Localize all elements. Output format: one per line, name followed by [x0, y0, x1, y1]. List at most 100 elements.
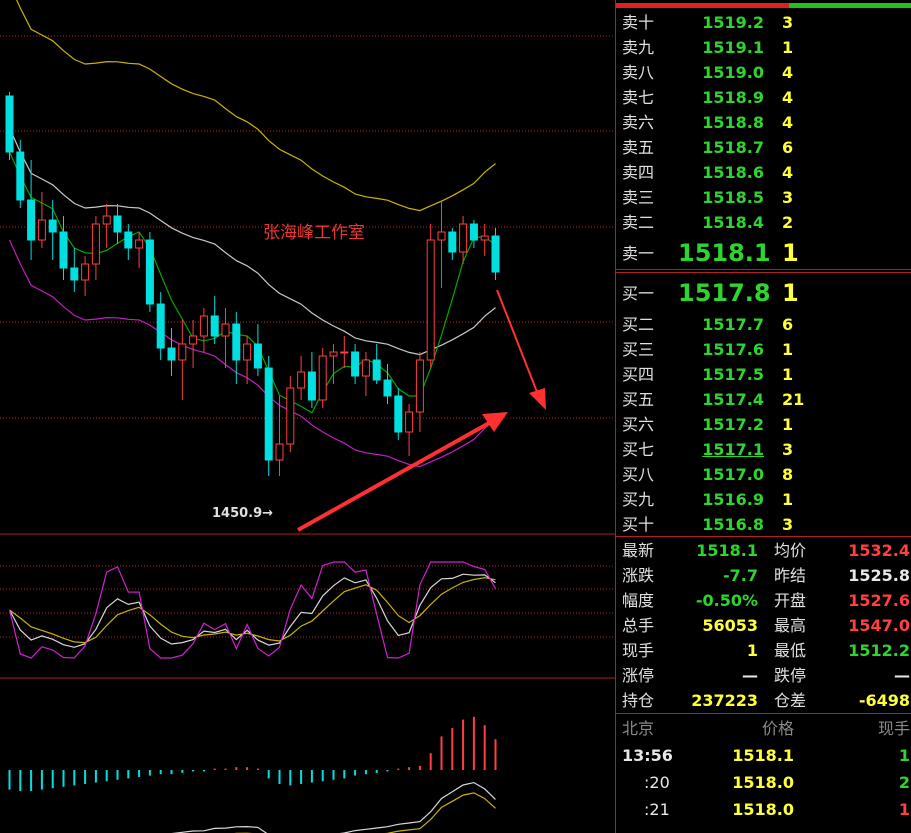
candle-body	[232, 323, 241, 361]
bid-price: 1517.1	[702, 440, 764, 459]
candle-body	[27, 199, 36, 241]
candle-body	[275, 443, 284, 461]
candle-body	[491, 235, 500, 273]
bid-level-row[interactable]: 买四 1517.5 1	[622, 362, 911, 387]
bid-level-row[interactable]: 买三 1517.6 1	[622, 337, 911, 362]
tick-price: 1518.1	[732, 746, 794, 765]
ask-level-row[interactable]: 卖二 1518.4 2	[622, 210, 911, 235]
bid-level-row[interactable]: 买二 1517.7 6	[622, 312, 911, 337]
bid-level-label: 买二	[622, 315, 655, 334]
tick-time: 13:56	[622, 746, 673, 765]
bid-level-row[interactable]: 买六 1517.2 1	[622, 412, 911, 437]
ask-volume: 3	[782, 13, 794, 32]
candle-body	[329, 351, 338, 357]
low-label: 最低	[774, 641, 807, 660]
ma-green-line	[8, 151, 496, 414]
bid-volume: 1	[782, 340, 794, 359]
buy-sell-ratio-bar-green	[789, 3, 911, 8]
candle-body	[70, 267, 79, 281]
ask-price: 1518.9	[702, 88, 764, 107]
bid-level-row[interactable]: 买一 1517.8 1	[622, 281, 911, 306]
kline-chart[interactable]	[0, 0, 615, 833]
ask-level-label: 卖七	[622, 88, 655, 107]
candle-body	[167, 347, 176, 361]
candle-body	[48, 219, 57, 233]
candle-body	[383, 379, 392, 397]
bid-volume: 3	[782, 515, 794, 534]
ask-volume: 3	[782, 188, 794, 207]
ask-price: 1519.2	[702, 13, 764, 32]
ask-level-row[interactable]: 卖八 1519.0 4	[622, 60, 911, 85]
candle-body	[124, 231, 133, 249]
candle-body	[135, 239, 144, 249]
bid-level-label: 买六	[622, 415, 655, 434]
tick-time: :20	[644, 773, 670, 792]
ask-level-row[interactable]: 卖五 1518.7 6	[622, 135, 911, 160]
current-volume-value: 1	[746, 641, 758, 660]
open-value: 1527.6	[848, 591, 910, 610]
ask-volume: 6	[782, 138, 794, 157]
ask-level-row[interactable]: 卖七 1518.9 4	[622, 85, 911, 110]
ask-volume: 4	[782, 113, 794, 132]
bid-level-row[interactable]: 买十 1516.8 3	[622, 512, 911, 537]
bid-level-row[interactable]: 买九 1516.9 1	[622, 487, 911, 512]
ask-level-row[interactable]: 卖四 1518.6 4	[622, 160, 911, 185]
down-arrow-annotation	[496, 289, 538, 393]
kline-chart-area[interactable]: 张海峰工作室 1450.9→	[0, 0, 615, 833]
candle-body	[102, 215, 111, 225]
tick-header-price: 价格	[761, 719, 794, 738]
ask-level-row[interactable]: 卖六 1518.8 4	[622, 110, 911, 135]
ask-volume: 4	[782, 163, 794, 182]
open-interest-label: 持仓	[622, 691, 655, 710]
candle-body	[437, 231, 446, 241]
bid-price: 1517.6	[702, 340, 764, 359]
high-value: 1547.0	[848, 616, 910, 635]
ask-level-label: 卖六	[622, 113, 655, 132]
bid-level-row[interactable]: 买八 1517.0 8	[622, 462, 911, 487]
candle-body	[178, 343, 187, 361]
bid-level-row[interactable]: 买五 1517.4 21	[622, 387, 911, 412]
candle-body	[426, 239, 435, 361]
limit-down-label: 跌停	[774, 666, 807, 685]
bid-price: 1516.9	[702, 490, 764, 509]
bid-volume: 1	[782, 490, 794, 509]
ask-level-label: 卖一	[622, 244, 655, 263]
watermark: 张海峰工作室	[263, 223, 365, 243]
ask-level-label: 卖五	[622, 138, 655, 157]
candle-body	[243, 343, 252, 361]
candle-body	[5, 95, 14, 153]
candle-body	[307, 371, 316, 401]
oi-diff-label: 仓差	[774, 691, 807, 710]
latest-value: 1518.1	[696, 541, 758, 560]
ask-level-row[interactable]: 卖九 1519.1 1	[622, 35, 911, 60]
total-volume-value: 56053	[702, 616, 758, 635]
ask-price: 1518.7	[702, 138, 764, 157]
tick-time: :21	[644, 800, 670, 819]
ask-level-row[interactable]: 卖一 1518.1 1	[622, 241, 911, 266]
ma-gray-line	[8, 127, 496, 356]
ask-level-row[interactable]: 卖三 1518.5 3	[622, 185, 911, 210]
ask-price: 1518.4	[702, 213, 764, 232]
upper-band-line	[16, 0, 496, 212]
avg-label: 均价	[774, 541, 807, 560]
bid-volume: 1	[782, 279, 799, 307]
candle-body	[286, 387, 295, 445]
ask-level-row[interactable]: 卖十 1519.2 3	[622, 10, 911, 35]
ask-price: 1519.1	[702, 38, 764, 57]
bid-level-label: 买七	[622, 440, 655, 459]
tick-volume: 2	[898, 773, 910, 792]
ask-price: 1518.5	[702, 188, 764, 207]
limit-up-value: —	[742, 666, 758, 685]
ask-level-label: 卖九	[622, 38, 655, 57]
ask-price: 1518.8	[702, 113, 764, 132]
bid-level-label: 买三	[622, 340, 655, 359]
ask-price: 1518.1	[678, 239, 771, 267]
current-volume-label: 现手	[622, 641, 655, 660]
candle-body	[145, 239, 154, 305]
ask-volume: 4	[782, 63, 794, 82]
bid-volume: 8	[782, 465, 794, 484]
bid-volume: 3	[782, 440, 794, 459]
bid-level-row[interactable]: 买七 1517.1 3	[622, 437, 911, 462]
candle-body	[113, 215, 122, 233]
bid-level-label: 买一	[622, 284, 655, 303]
